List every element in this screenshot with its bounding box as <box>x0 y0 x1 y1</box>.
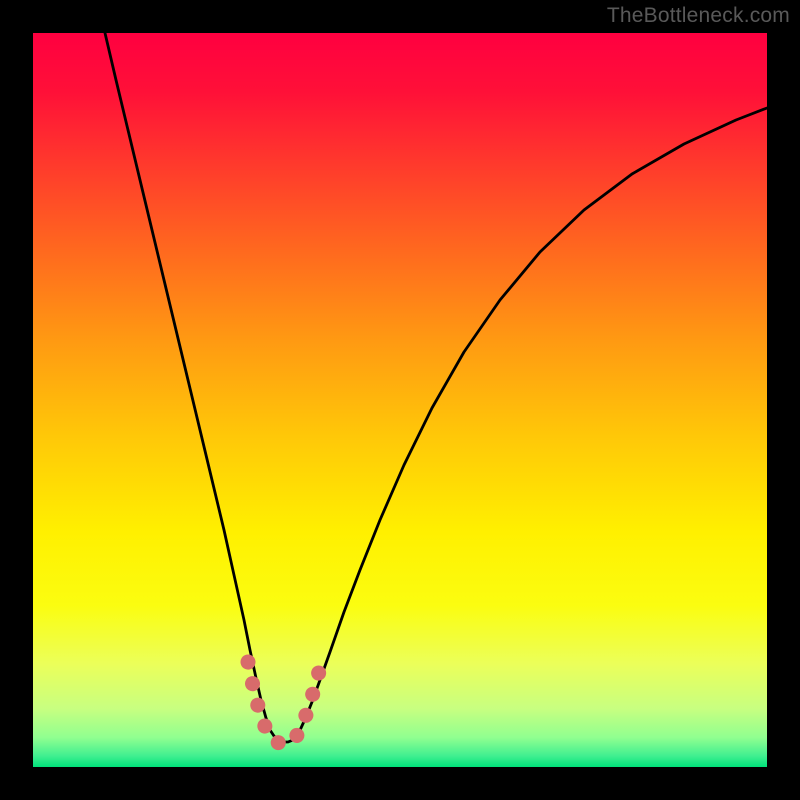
chart-stage: TheBottleneck.com <box>0 0 800 800</box>
gradient-background <box>33 33 767 767</box>
watermark-text: TheBottleneck.com <box>607 4 790 28</box>
bottleneck-chart-svg <box>0 0 800 800</box>
